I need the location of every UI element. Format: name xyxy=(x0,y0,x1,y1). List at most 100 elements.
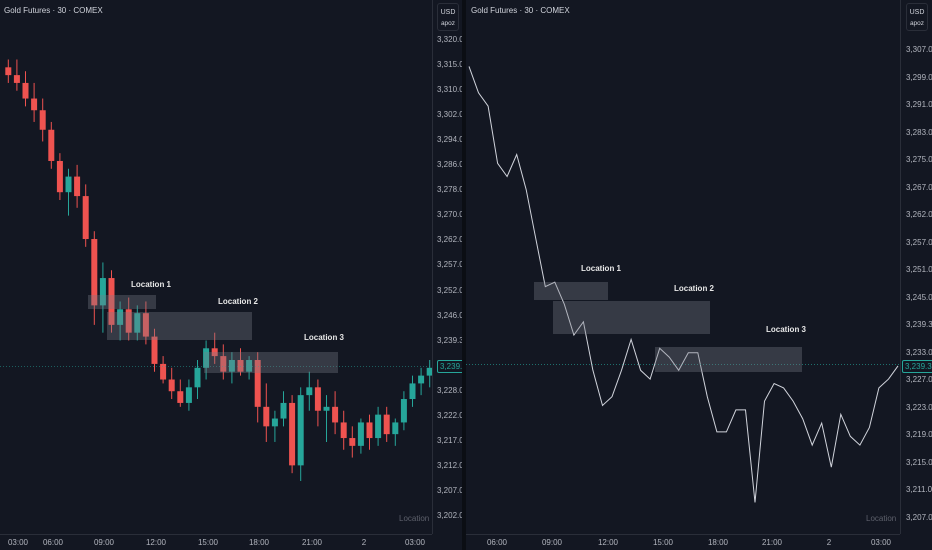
y-tick-label: 3,286.0 xyxy=(437,160,462,170)
y-tick-label: 3,294.0 xyxy=(437,135,462,145)
candle-body xyxy=(332,406,339,423)
candle-body xyxy=(357,422,364,446)
x-tick-label: 18:00 xyxy=(248,538,270,547)
candle-body xyxy=(194,367,201,388)
candle-body xyxy=(211,348,218,357)
candle-body xyxy=(280,402,287,419)
candle-body xyxy=(340,422,347,439)
zone-label-3[interactable]: Location 3 xyxy=(304,333,345,342)
y-tick-label: 3,246.0 xyxy=(437,310,462,320)
candlestick-plot[interactable] xyxy=(0,0,432,534)
left-chart-panel[interactable]: Gold Futures · 30 · COMEX Location 1 Loca… xyxy=(0,0,462,550)
candle-body xyxy=(82,196,89,240)
price-axis[interactable]: USD apoz 3,320.0 3,315.0 3,310.0 3,302.0 3,2… xyxy=(432,0,462,534)
zone-box-1[interactable] xyxy=(534,282,608,300)
time-axis[interactable]: 03:00 06:00 09:00 12:00 15:00 18:00 21:00 2 03:0… xyxy=(0,534,432,550)
currency-label: USD xyxy=(440,9,456,16)
candle-body xyxy=(409,383,416,400)
candle-body xyxy=(151,336,158,364)
candle-body xyxy=(237,360,244,372)
candle-body xyxy=(314,387,321,411)
y-tick-label: 3,233.0 xyxy=(906,347,932,357)
time-axis[interactable]: 06:00 09:00 12:00 15:00 18:00 21:00 2 03:00 xyxy=(466,534,900,550)
unit-label: apoz xyxy=(909,20,925,27)
y-tick-label: 3,315.0 xyxy=(437,60,462,70)
candle-body xyxy=(383,414,390,435)
zone-label-2[interactable]: Location 2 xyxy=(674,284,715,293)
watermark-label: Location xyxy=(866,514,897,523)
price-axis[interactable]: USD apoz 3,307.0 3,299.0 3,291.0 3,283.0 3,2… xyxy=(900,0,932,534)
y-tick-label: 3,270.0 xyxy=(437,210,462,220)
y-tick-label: 3,223.0 xyxy=(906,402,932,412)
candle-body xyxy=(246,360,253,372)
candle-body xyxy=(31,98,38,111)
candle-body xyxy=(271,418,278,427)
y-tick-label: 3,275.0 xyxy=(906,155,932,165)
y-tick-label: 3,291.0 xyxy=(906,100,932,110)
y-tick-label: 3,217.0 xyxy=(437,435,462,445)
y-tick-label: 3,207.0 xyxy=(906,513,932,522)
x-tick-label: 09:00 xyxy=(93,538,115,547)
candle-body xyxy=(56,160,63,193)
zone-box-1[interactable] xyxy=(88,295,156,309)
unit-label: apoz xyxy=(440,20,456,27)
x-tick-label: 03:00 xyxy=(404,538,426,547)
candle-body xyxy=(142,313,149,337)
zone-label-2[interactable]: Location 2 xyxy=(218,297,259,306)
zone-box-2[interactable] xyxy=(553,301,710,334)
zone-label-1[interactable]: Location 1 xyxy=(131,280,172,289)
candle-body xyxy=(220,356,227,372)
candle-body xyxy=(349,438,356,446)
y-tick-label: 3,251.0 xyxy=(906,265,932,275)
last-price-tag: 3,239.3 xyxy=(437,360,462,373)
zone-box-3[interactable] xyxy=(204,352,338,373)
candle-body xyxy=(418,375,425,384)
y-tick-label: 3,307.0 xyxy=(906,45,932,54)
candle-body xyxy=(392,422,399,435)
x-tick-label: 03:00 xyxy=(870,538,892,547)
currency-unit-badge[interactable]: USD apoz xyxy=(906,3,928,31)
candle-body xyxy=(185,387,192,403)
y-tick-label: 3,239.3 xyxy=(437,335,462,345)
y-tick-label: 3,222.0 xyxy=(437,410,462,420)
right-chart-panel[interactable]: Gold Futures · 30 · COMEX Location 1 Loca… xyxy=(466,0,932,550)
candle-body xyxy=(13,75,20,83)
line-plot[interactable] xyxy=(466,0,900,534)
price-line-series xyxy=(468,66,899,503)
symbol-title: Gold Futures · 30 · COMEX xyxy=(4,6,103,15)
y-tick-label: 3,252.0 xyxy=(437,285,462,295)
x-tick-label: 21:00 xyxy=(761,538,783,547)
zone-label-3[interactable]: Location 3 xyxy=(766,325,807,334)
candle-body xyxy=(160,363,167,380)
candle-body xyxy=(263,406,270,427)
candle-body xyxy=(125,309,132,333)
zone-box-2[interactable] xyxy=(107,312,252,340)
candle-body xyxy=(177,391,184,403)
candle-body xyxy=(91,239,98,306)
panel-divider[interactable] xyxy=(462,0,466,550)
candle-body xyxy=(254,360,261,407)
candle-body xyxy=(203,348,210,368)
y-tick-label: 3,211.0 xyxy=(906,485,932,495)
candle-body xyxy=(426,367,432,376)
candle-body xyxy=(65,176,72,193)
candle-body xyxy=(366,422,373,439)
x-tick-label: 12:00 xyxy=(597,538,619,547)
candle-body xyxy=(99,278,106,306)
y-tick-label: 3,212.0 xyxy=(437,460,462,470)
y-tick-label: 3,228.0 xyxy=(437,385,462,395)
zone-box-3[interactable] xyxy=(655,347,802,372)
y-tick-label: 3,215.0 xyxy=(906,457,932,467)
currency-label: USD xyxy=(909,9,925,16)
candle-body xyxy=(48,129,55,161)
x-tick-label: 06:00 xyxy=(486,538,508,547)
candle-body xyxy=(375,414,382,439)
y-tick-label: 3,320.0 xyxy=(437,35,462,44)
y-tick-label: 3,207.0 xyxy=(437,485,462,495)
y-tick-label: 3,219.0 xyxy=(906,430,932,440)
currency-unit-badge[interactable]: USD apoz xyxy=(437,3,459,31)
zone-label-1[interactable]: Location 1 xyxy=(581,264,622,273)
candle-body xyxy=(297,395,304,466)
x-tick-label: 09:00 xyxy=(541,538,563,547)
candle-body xyxy=(134,313,141,333)
